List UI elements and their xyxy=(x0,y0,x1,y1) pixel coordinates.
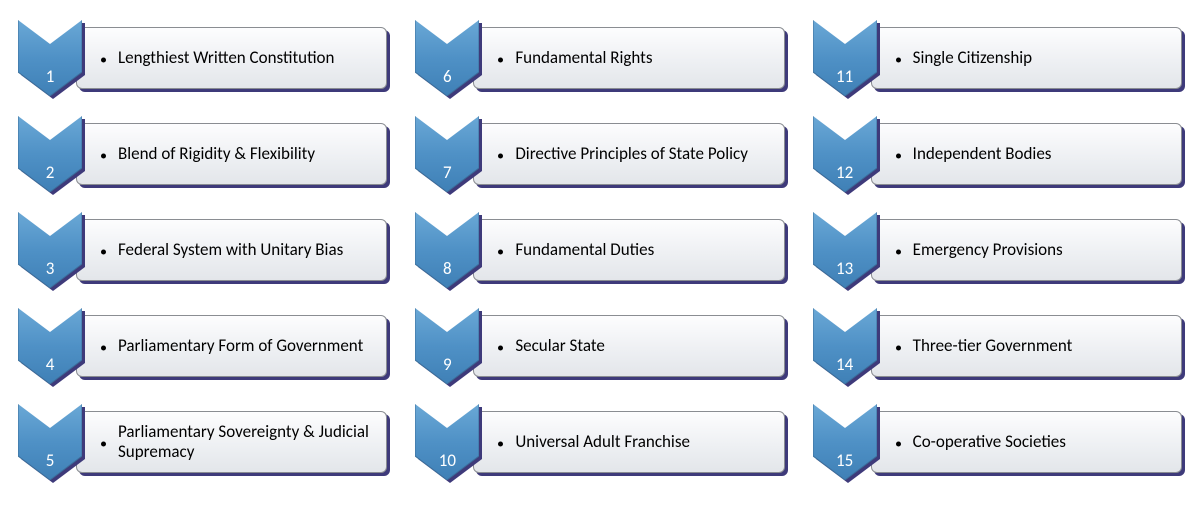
item-number: 8 xyxy=(415,258,479,279)
bullet-icon xyxy=(498,58,503,63)
item-number: 1 xyxy=(18,66,82,87)
bullet-icon xyxy=(101,346,106,351)
item-box: Fundamental Duties xyxy=(473,219,784,281)
chevron-badge: 11 xyxy=(813,20,877,96)
item-label: Parliamentary Form of Government xyxy=(118,336,363,356)
list-item: 8 Fundamental Duties xyxy=(415,212,784,288)
bullet-icon xyxy=(498,250,503,255)
item-box: Universal Adult Franchise xyxy=(473,411,784,473)
item-label: Directive Principles of State Policy xyxy=(515,144,748,164)
list-item: 15 Co-operative Societies xyxy=(813,404,1182,480)
item-label: Emergency Provisions xyxy=(913,240,1063,260)
item-box: Lengthiest Written Constitution xyxy=(76,27,387,89)
item-label: Three-tier Government xyxy=(913,336,1073,356)
item-box: Single Citizenship xyxy=(871,27,1182,89)
chevron-badge: 10 xyxy=(415,404,479,480)
list-item: 13 Emergency Provisions xyxy=(813,212,1182,288)
item-box: Co-operative Societies xyxy=(871,411,1182,473)
item-box: Parliamentary Form of Government xyxy=(76,315,387,377)
chevron-badge: 2 xyxy=(18,116,82,192)
bullet-icon xyxy=(498,154,503,159)
item-label: Federal System with Unitary Bias xyxy=(118,240,343,260)
item-box: Parliamentary Sovereignty & Judicial Sup… xyxy=(76,411,387,473)
item-label: Lengthiest Written Constitution xyxy=(118,48,334,68)
chevron-badge: 6 xyxy=(415,20,479,96)
bullet-icon xyxy=(896,58,901,63)
chevron-badge: 5 xyxy=(18,404,82,480)
item-label: Fundamental Duties xyxy=(515,240,654,260)
column-2: 6 Fundamental Rights 7 Directive Princip… xyxy=(415,20,784,480)
bullet-icon xyxy=(498,346,503,351)
chevron-badge: 7 xyxy=(415,116,479,192)
list-item: 4 Parliamentary Form of Government xyxy=(18,308,387,384)
bullet-icon xyxy=(101,442,106,447)
item-label: Parliamentary Sovereignty & Judicial Sup… xyxy=(118,422,376,462)
list-item: 1 Lengthiest Written Constitution xyxy=(18,20,387,96)
item-box: Emergency Provisions xyxy=(871,219,1182,281)
item-number: 6 xyxy=(415,66,479,87)
list-item: 3 Federal System with Unitary Bias xyxy=(18,212,387,288)
item-label: Co-operative Societies xyxy=(913,432,1066,452)
list-item: 9 Secular State xyxy=(415,308,784,384)
item-label: Blend of Rigidity & Flexibility xyxy=(118,144,315,164)
item-label: Single Citizenship xyxy=(913,48,1032,68)
list-item: 14 Three-tier Government xyxy=(813,308,1182,384)
list-item: 6 Fundamental Rights xyxy=(415,20,784,96)
item-number: 15 xyxy=(813,450,877,471)
chevron-badge: 14 xyxy=(813,308,877,384)
bullet-icon xyxy=(896,442,901,447)
chevron-badge: 12 xyxy=(813,116,877,192)
item-number: 3 xyxy=(18,258,82,279)
chevron-badge: 3 xyxy=(18,212,82,288)
item-number: 10 xyxy=(415,450,479,471)
item-number: 7 xyxy=(415,162,479,183)
list-item: 7 Directive Principles of State Policy xyxy=(415,116,784,192)
bullet-icon xyxy=(896,154,901,159)
item-label: Secular State xyxy=(515,336,604,356)
list-item: 12 Independent Bodies xyxy=(813,116,1182,192)
bullet-icon xyxy=(101,58,106,63)
item-label: Universal Adult Franchise xyxy=(515,432,690,452)
item-box: Fundamental Rights xyxy=(473,27,784,89)
item-number: 4 xyxy=(18,354,82,375)
item-number: 13 xyxy=(813,258,877,279)
bullet-icon xyxy=(896,346,901,351)
item-number: 5 xyxy=(18,450,82,471)
item-number: 14 xyxy=(813,354,877,375)
bullet-icon xyxy=(101,250,106,255)
column-1: 1 Lengthiest Written Constitution 2 Blen… xyxy=(18,20,387,480)
bullet-icon xyxy=(498,442,503,447)
item-box: Three-tier Government xyxy=(871,315,1182,377)
item-box: Federal System with Unitary Bias xyxy=(76,219,387,281)
bullet-icon xyxy=(896,250,901,255)
list-item: 2 Blend of Rigidity & Flexibility xyxy=(18,116,387,192)
item-number: 12 xyxy=(813,162,877,183)
chevron-badge: 8 xyxy=(415,212,479,288)
column-3: 11 Single Citizenship 12 Independent Bod… xyxy=(813,20,1182,480)
item-box: Independent Bodies xyxy=(871,123,1182,185)
features-grid: 1 Lengthiest Written Constitution 2 Blen… xyxy=(18,20,1182,480)
chevron-badge: 4 xyxy=(18,308,82,384)
item-number: 2 xyxy=(18,162,82,183)
chevron-badge: 9 xyxy=(415,308,479,384)
item-number: 9 xyxy=(415,354,479,375)
bullet-icon xyxy=(101,154,106,159)
item-label: Independent Bodies xyxy=(913,144,1052,164)
list-item: 11 Single Citizenship xyxy=(813,20,1182,96)
item-number: 11 xyxy=(813,66,877,87)
item-label: Fundamental Rights xyxy=(515,48,652,68)
chevron-badge: 15 xyxy=(813,404,877,480)
chevron-badge: 13 xyxy=(813,212,877,288)
item-box: Directive Principles of State Policy xyxy=(473,123,784,185)
list-item: 5 Parliamentary Sovereignty & Judicial S… xyxy=(18,404,387,480)
item-box: Secular State xyxy=(473,315,784,377)
item-box: Blend of Rigidity & Flexibility xyxy=(76,123,387,185)
list-item: 10 Universal Adult Franchise xyxy=(415,404,784,480)
chevron-badge: 1 xyxy=(18,20,82,96)
